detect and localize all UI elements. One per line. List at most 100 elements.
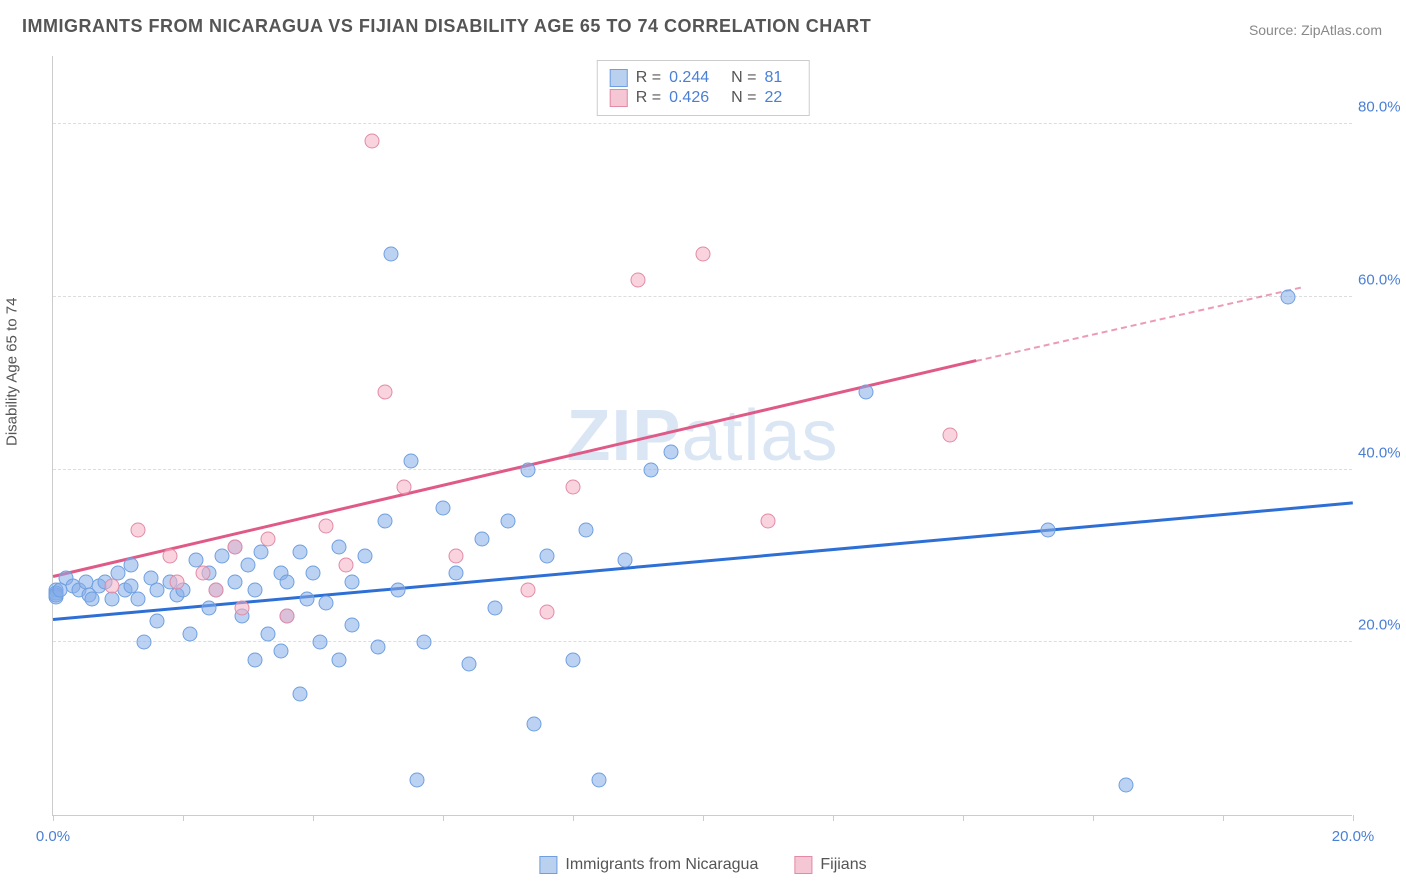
x-tick — [313, 815, 314, 821]
data-point — [644, 462, 659, 477]
data-point — [410, 773, 425, 788]
data-point — [696, 246, 711, 261]
y-axis-label: Disability Age 65 to 74 — [4, 298, 21, 446]
data-point — [377, 384, 392, 399]
data-point — [520, 462, 535, 477]
x-tick — [443, 815, 444, 821]
legend-series: Immigrants from Nicaragua Fijians — [539, 856, 866, 874]
data-point — [358, 548, 373, 563]
data-point — [345, 574, 360, 589]
legend-swatch — [610, 89, 628, 107]
x-tick — [963, 815, 964, 821]
data-point — [520, 583, 535, 598]
data-point — [663, 445, 678, 460]
legend-label: Fijians — [820, 856, 866, 874]
data-point — [371, 639, 386, 654]
data-point — [280, 574, 295, 589]
legend-item: Immigrants from Nicaragua — [539, 856, 758, 874]
data-point — [124, 557, 139, 572]
y-tick-label: 40.0% — [1358, 444, 1406, 461]
x-tick — [833, 815, 834, 821]
data-point — [254, 544, 269, 559]
data-point — [234, 600, 249, 615]
data-point — [858, 384, 873, 399]
data-point — [306, 566, 321, 581]
data-point — [260, 531, 275, 546]
data-point — [540, 605, 555, 620]
x-tick — [1353, 815, 1354, 821]
chart-plot-area: ZIPatlas 20.0%40.0%60.0%80.0%0.0%20.0% — [52, 56, 1352, 816]
data-point — [273, 643, 288, 658]
data-point — [1118, 777, 1133, 792]
data-point — [130, 523, 145, 538]
data-point — [449, 566, 464, 581]
data-point — [403, 453, 418, 468]
legend-item: Fijians — [794, 856, 866, 874]
data-point — [345, 618, 360, 633]
data-point — [293, 687, 308, 702]
legend-swatch — [610, 69, 628, 87]
x-tick — [53, 815, 54, 821]
y-tick-label: 80.0% — [1358, 99, 1406, 116]
x-tick — [1093, 815, 1094, 821]
data-point — [208, 583, 223, 598]
data-point — [338, 557, 353, 572]
legend-correlation-box: R =0.244N =81R =0.426N =22 — [597, 60, 810, 116]
y-tick-label: 20.0% — [1358, 617, 1406, 634]
data-point — [1040, 523, 1055, 538]
data-point — [592, 773, 607, 788]
data-point — [228, 540, 243, 555]
y-tick-label: 60.0% — [1358, 271, 1406, 288]
data-point — [85, 592, 100, 607]
data-point — [130, 592, 145, 607]
data-point — [150, 613, 165, 628]
data-point — [416, 635, 431, 650]
x-tick — [1223, 815, 1224, 821]
data-point — [169, 574, 184, 589]
data-point — [312, 635, 327, 650]
x-tick — [703, 815, 704, 821]
gridline — [53, 296, 1352, 297]
legend-swatch — [794, 856, 812, 874]
source-attribution: Source: ZipAtlas.com — [1249, 22, 1382, 38]
data-point — [761, 514, 776, 529]
data-point — [319, 518, 334, 533]
x-tick — [183, 815, 184, 821]
data-point — [104, 579, 119, 594]
data-point — [631, 272, 646, 287]
data-point — [104, 592, 119, 607]
data-point — [319, 596, 334, 611]
gridline — [53, 641, 1352, 642]
data-point — [1281, 289, 1296, 304]
data-point — [280, 609, 295, 624]
data-point — [384, 246, 399, 261]
data-point — [377, 514, 392, 529]
data-point — [364, 134, 379, 149]
data-point — [462, 656, 477, 671]
data-point — [182, 626, 197, 641]
trend-line-extrapolated — [976, 286, 1301, 361]
data-point — [299, 592, 314, 607]
data-point — [527, 717, 542, 732]
data-point — [247, 583, 262, 598]
data-point — [501, 514, 516, 529]
data-point — [228, 574, 243, 589]
gridline — [53, 469, 1352, 470]
legend-swatch — [539, 856, 557, 874]
data-point — [293, 544, 308, 559]
x-tick — [573, 815, 574, 821]
x-tick-label: 20.0% — [1332, 828, 1375, 845]
legend-label: Immigrants from Nicaragua — [565, 856, 758, 874]
data-point — [163, 548, 178, 563]
chart-title: IMMIGRANTS FROM NICARAGUA VS FIJIAN DISA… — [22, 16, 871, 37]
data-point — [618, 553, 633, 568]
x-tick-label: 0.0% — [36, 828, 70, 845]
data-point — [943, 428, 958, 443]
data-point — [202, 600, 217, 615]
data-point — [475, 531, 490, 546]
gridline — [53, 123, 1352, 124]
data-point — [247, 652, 262, 667]
data-point — [215, 548, 230, 563]
data-point — [566, 479, 581, 494]
legend-stat-row: R =0.244N =81 — [610, 69, 797, 87]
